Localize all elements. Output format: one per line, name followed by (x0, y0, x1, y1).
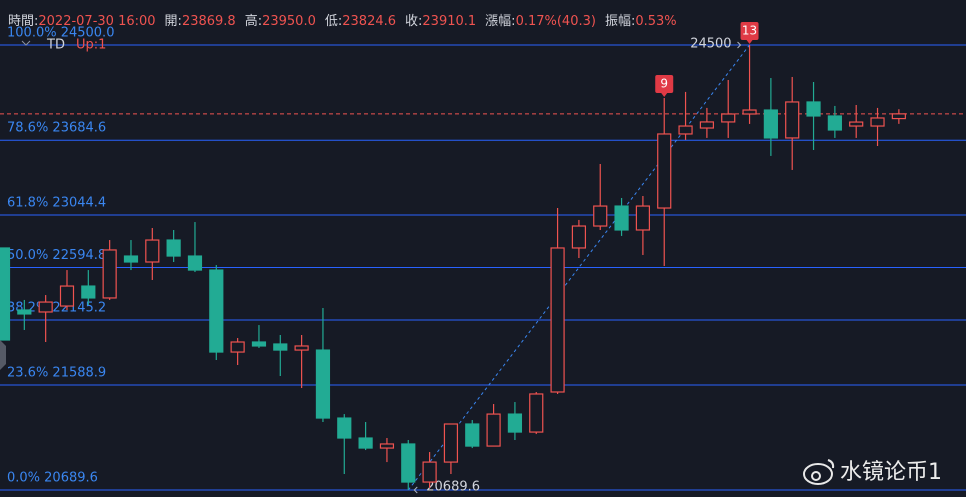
td-badge (655, 74, 674, 93)
header-value: 0.53% (635, 14, 677, 29)
header-label: 漲幅: (485, 14, 516, 29)
candle-body (806, 101, 821, 117)
candle-body (529, 393, 544, 433)
candle-body (465, 423, 480, 447)
header-value: 23869.8 (181, 14, 236, 29)
candle-body (294, 345, 309, 351)
candle-body (678, 125, 693, 135)
candle-body (81, 285, 96, 299)
fib-label: 100.0% 24500.0 (7, 25, 114, 40)
candle-body (166, 239, 181, 257)
candle-body (699, 121, 714, 129)
candle-body (123, 255, 139, 263)
legend-toggle[interactable] (21, 40, 31, 46)
candle-body (507, 413, 523, 433)
candle-body (742, 109, 757, 115)
candle-body (550, 247, 565, 393)
candle-body (315, 349, 331, 419)
candle-body (635, 205, 651, 231)
header-value: 0.17%(40.3) (515, 14, 596, 29)
header-value: 23824.6 (342, 14, 397, 29)
plot: 100.0% 24500.0 78.6% 23684.6 61.8% 23044.4… (0, 21, 966, 495)
fib-label: 61.8% 23044.4 (7, 195, 106, 210)
header-label: 開: (164, 14, 182, 29)
candle-body (849, 121, 864, 127)
fib-label: 78.6% 23684.6 (7, 121, 106, 136)
header-label: 高: (244, 14, 263, 29)
header-label: 振幅: (604, 14, 636, 29)
candle-body (422, 461, 437, 483)
fib-label: 50.0% 22594.8 (7, 248, 106, 263)
watermark-logo (803, 459, 835, 485)
swing-label: 24500 (690, 36, 731, 51)
fib-label: 0.0% 20689.6 (7, 471, 98, 486)
fib-label: 38.2% 22145.2 (7, 301, 106, 316)
side-tab[interactable] (0, 340, 6, 370)
candle-body (571, 225, 587, 249)
td-count: 13 (742, 23, 757, 37)
candle-body (38, 301, 53, 313)
candle-body (0, 247, 11, 341)
candle-body (379, 443, 395, 449)
candle-body (209, 269, 224, 353)
candle-body (401, 443, 416, 483)
candle-body (657, 133, 672, 209)
td-badge (740, 21, 759, 40)
candle-body (145, 239, 160, 263)
header-value: 23950.0 (262, 14, 316, 29)
candle-body (827, 115, 842, 131)
candle-body (358, 437, 373, 449)
candle-body (17, 309, 32, 315)
candle-body (891, 113, 906, 120)
watermark: 水镜论币1 (840, 460, 942, 485)
candle-body (102, 249, 117, 299)
candle-body (785, 101, 800, 139)
candle-body (443, 423, 459, 463)
candle-body (721, 113, 736, 123)
header: 時間:2022-07-30 16:00 開:23869.8 高:23950.0 低:2… (8, 10, 686, 29)
candle-body (337, 417, 352, 439)
td-pointer (746, 39, 753, 44)
td-pointer (661, 92, 668, 97)
fib-label: 23.6% 21588.9 (7, 365, 106, 380)
candle-body (230, 341, 245, 353)
legend-indicator: TD (46, 38, 65, 53)
header-label: 收: (405, 14, 423, 29)
legend-setting: Up:1 (76, 38, 106, 53)
candle-body (870, 117, 885, 127)
candle-body (251, 341, 267, 347)
td-count: 9 (660, 76, 668, 90)
candle-body (763, 109, 778, 139)
swing-arrow (737, 41, 742, 49)
swing-arrow (413, 486, 418, 494)
candle-body (593, 205, 608, 227)
header-label: 時間: (8, 14, 39, 29)
candle-body (187, 255, 203, 271)
candle-body (614, 205, 629, 231)
candle-body (59, 285, 75, 307)
header-value: 23910.1 (422, 14, 477, 29)
candle-body (273, 343, 288, 351)
header-value: 2022-07-30 16:00 (38, 14, 156, 29)
swing-label: 20689.6 (426, 480, 480, 495)
header-label: 低: (324, 14, 343, 29)
candle-body (486, 413, 501, 447)
